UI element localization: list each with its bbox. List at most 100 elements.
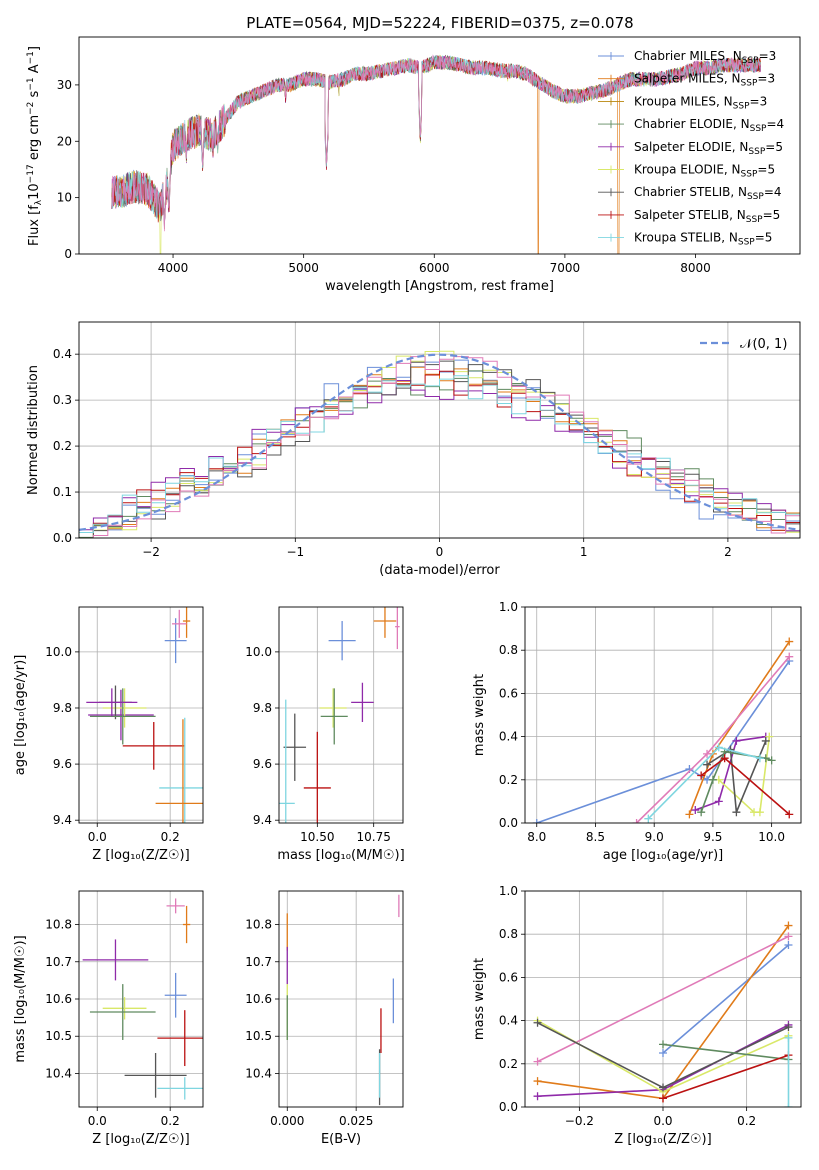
legend-entry: Kroupa MILES, NSSP=3 (634, 94, 767, 111)
legend-entry: Salpeter STELIB, NSSP=5 (634, 208, 780, 225)
y-tick-label: 0.0 (499, 816, 518, 830)
y-tick-label: 0.8 (499, 927, 518, 941)
spectrum-line (111, 54, 761, 222)
x-tick-label: 9.0 (645, 830, 664, 844)
y-tick-label: 9.8 (53, 701, 72, 715)
weight-line (688, 641, 790, 815)
weight-marker (784, 1103, 793, 1107)
x-tick-label: 0.0 (88, 830, 107, 844)
weight-marker (644, 814, 653, 823)
x-tick-label: 1 (580, 545, 588, 559)
x-tick-label: 8.5 (586, 830, 605, 844)
weight-marker (703, 749, 712, 758)
y-tick-label: 10.8 (45, 918, 72, 932)
y-tick-label: 0.6 (499, 686, 518, 700)
x-tick-label: 5000 (288, 261, 319, 275)
plot-area (86, 607, 203, 823)
weight-line (695, 735, 766, 811)
y-tick-label: 10.5 (45, 1029, 72, 1043)
x-axis-label: Z [log₁₀(Z/Z☉)] (92, 848, 189, 863)
y-tick-label: 1.0 (499, 884, 518, 898)
y-tick-label: 20 (57, 134, 72, 148)
y-tick-label: 9.4 (253, 813, 272, 827)
y-tick-label: 0.4 (499, 1014, 518, 1028)
y-tick-label: 10.4 (45, 1066, 72, 1080)
x-tick-label: 6000 (419, 261, 450, 275)
weight-marker (765, 732, 774, 741)
legend: Chabrier MILES, NSSP=3 Salpeter MILES, NS… (598, 49, 784, 248)
x-tick-label: 7000 (550, 261, 581, 275)
panel-residuals: −2 −1 0 1 2 0.0 0.1 0.2 0.3 0.4 (data-model)/error… (26, 321, 801, 578)
y-tick-label: 0.6 (499, 970, 518, 984)
x-tick-label: 0.2 (161, 1114, 180, 1128)
plot-area (532, 637, 794, 823)
y-tick-label: 0.3 (53, 393, 72, 407)
legend-entry: Chabrier STELIB, NSSP=4 (634, 185, 782, 202)
axes-frame (78, 890, 204, 1108)
weight-marker (784, 921, 793, 930)
y-tick-label: 10.0 (245, 645, 272, 659)
weight-marker (755, 808, 764, 817)
weight-marker (732, 736, 741, 745)
legend-entry: Kroupa STELIB, NSSP=5 (634, 231, 772, 248)
legend-entry: Chabrier MILES, NSSP=3 (634, 49, 776, 66)
x-tick-label: 0.2 (161, 830, 180, 844)
y-tick-label: 10.0 (45, 645, 72, 659)
y-tick-label: 10.6 (45, 992, 72, 1006)
x-tick-label: 8.0 (527, 830, 546, 844)
weight-marker (785, 652, 794, 661)
weight-marker (697, 808, 706, 817)
weight-marker (720, 754, 729, 763)
legend-entry: Chabrier ELODIE, NSSP=4 (634, 117, 784, 134)
plot-area (279, 607, 400, 823)
y-tick-label: 10.8 (245, 918, 272, 932)
legend-entry: Salpeter MILES, NSSP=3 (634, 72, 775, 89)
y-tick-label: 0.2 (499, 773, 518, 787)
plot-area (286, 894, 400, 1106)
x-tick-label: 8000 (680, 261, 711, 275)
y-tick-label: 0.4 (499, 730, 518, 744)
histogram-step (79, 370, 800, 533)
weight-marker (714, 797, 723, 806)
x-axis-label: wavelength [Angstrom, rest frame] (325, 279, 554, 294)
x-tick-label: 0.0 (88, 1114, 107, 1128)
panel-ebv_mass: 0.000 0.025 10.4 10.5 10.6 10.7 10.8 E(B-V) (245, 890, 404, 1147)
axes-frame (278, 890, 404, 1108)
weight-marker (632, 819, 641, 823)
x-tick-label: 2 (724, 545, 732, 559)
weight-marker (755, 754, 764, 763)
y-tick-label: 10.4 (245, 1066, 272, 1080)
y-tick-label: 0 (64, 247, 72, 261)
weight-marker (714, 743, 723, 752)
weight-marker (761, 736, 770, 745)
y-tick-label: 0.0 (53, 531, 72, 545)
weight-line (647, 746, 761, 820)
axes-frame (78, 321, 801, 539)
weight-line (662, 1054, 789, 1100)
x-tick-label: −1 (286, 545, 304, 559)
legend-entry: Kroupa ELODIE, NSSP=5 (634, 163, 775, 180)
y-tick-label: 9.8 (253, 701, 272, 715)
weight-marker (533, 1092, 542, 1101)
weight-line (662, 944, 790, 1054)
weight-marker (784, 932, 793, 941)
x-tick-label: 9.5 (703, 830, 722, 844)
weight-line (700, 757, 790, 816)
weight-marker (784, 941, 793, 949)
x-tick-label: 0 (436, 545, 444, 559)
axes-frame (278, 606, 404, 824)
histogram-step (92, 350, 800, 538)
y-tick-label: 0.2 (53, 439, 72, 453)
panel-z_mass: 0.0 0.2 10.4 10.5 10.6 10.7 10.8 Z [log₁₀(Z/Z☉)… (13, 890, 204, 1147)
y-axis-label: age [log₁₀(age/yr)] (13, 655, 28, 776)
y-tick-label: 9.4 (53, 813, 72, 827)
weight-marker (785, 810, 794, 819)
x-tick-label: −0.2 (565, 1114, 594, 1128)
weight-marker (732, 808, 741, 817)
x-axis-label: (data-model)/error (379, 563, 500, 578)
y-axis-label: mass weight (472, 674, 487, 756)
weight-marker (784, 1033, 793, 1042)
weight-marker (659, 1040, 667, 1049)
y-axis-label: Flux [fλ10−17 erg cm−2 s−1 A−1] (26, 46, 44, 246)
y-axis-label: mass [log₁₀(M/M☉)] (13, 935, 28, 1062)
